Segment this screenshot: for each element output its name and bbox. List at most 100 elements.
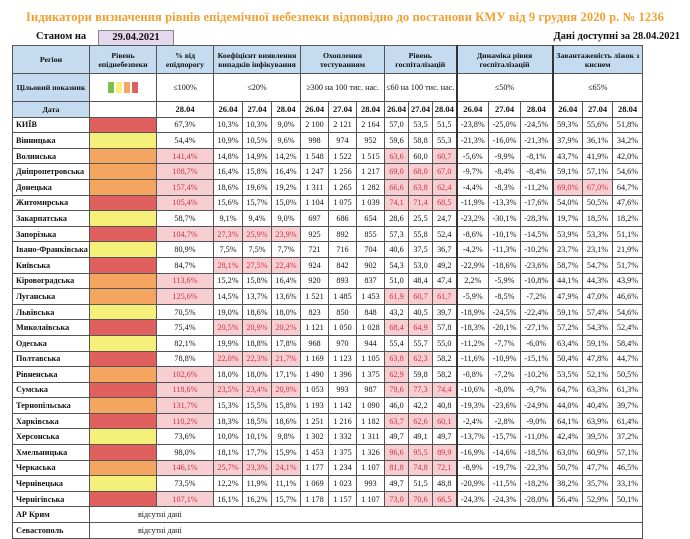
hosp-dynamics-cell: -25,0% bbox=[488, 116, 521, 134]
hosp-level-cell: 89,9 bbox=[432, 444, 457, 461]
hosp-level-cell: 74,8 bbox=[408, 459, 433, 477]
testing-cell: 1 121 bbox=[300, 319, 329, 336]
hosp-dynamics-cell: -13,3% bbox=[488, 194, 521, 212]
region-name: Харківська bbox=[12, 412, 90, 430]
table-row: Сумська 118,6% 23,5% 23,4% 20,9% 1 053 993 987 7… bbox=[12, 381, 643, 399]
hosp-level-cell: 53,5 bbox=[408, 116, 433, 134]
testing-cell: 842 bbox=[328, 256, 357, 274]
hosp-level-cell: 42,2 bbox=[408, 397, 433, 414]
detection-cell: 10,9% bbox=[213, 132, 243, 149]
testing-cell: 2 121 bbox=[328, 116, 357, 134]
oxygen-beds-cell: 35,7% bbox=[582, 475, 613, 492]
hosp-dynamics-cell: -28,3% bbox=[520, 210, 553, 227]
oxygen-beds-cell: 44,7% bbox=[612, 350, 643, 368]
detection-cell: 17,1% bbox=[271, 366, 301, 383]
testing-cell: 987 bbox=[356, 381, 385, 399]
detection-cell: 19,2% bbox=[271, 178, 301, 196]
testing-cell: 1 256 bbox=[328, 163, 357, 180]
hosp-dynamics-cell: -8,3% bbox=[488, 178, 521, 196]
pct-threshold-cell: 118,6% bbox=[156, 381, 214, 399]
danger-level-cell bbox=[89, 350, 157, 368]
detection-cell: 15,9% bbox=[271, 444, 301, 461]
testing-cell: 1 311 bbox=[356, 428, 385, 446]
detection-cell: 23,4% bbox=[242, 381, 272, 399]
target-label: Цільовий показник bbox=[12, 73, 90, 102]
detection-cell: 25,9% bbox=[242, 225, 272, 243]
danger-level-cell bbox=[89, 490, 157, 508]
testing-cell: 654 bbox=[356, 210, 385, 227]
oxygen-beds-cell: 58,7% bbox=[551, 256, 583, 274]
detection-cell: 20,5% bbox=[213, 319, 243, 336]
testing-cell: 1 515 bbox=[356, 147, 385, 165]
table-row: Львівська 70,5% 19,0% 18,6% 18,0% 823 850 848 43… bbox=[12, 303, 643, 321]
testing-cell: 850 bbox=[328, 303, 357, 321]
hosp-level-cell: 28,6 bbox=[384, 210, 409, 227]
detection-cell: 14,2% bbox=[271, 147, 301, 165]
detection-cell: 9,1% bbox=[213, 210, 243, 227]
hosp-dynamics-cell: -8,1% bbox=[520, 147, 553, 165]
hosp-level-cell: 59,8 bbox=[408, 366, 433, 383]
testing-cell: 1 396 bbox=[328, 366, 357, 383]
testing-cell: 1 251 bbox=[300, 412, 329, 430]
hosp-dynamics-cell: -16,0% bbox=[488, 132, 521, 149]
oxygen-beds-cell: 63,3% bbox=[582, 381, 613, 399]
detection-cell: 10,3% bbox=[242, 116, 272, 134]
header-level-label: Рівень епіднебезпеки bbox=[98, 50, 148, 69]
hosp-level-cell: 40,5 bbox=[408, 303, 433, 321]
detection-cell: 9,4% bbox=[242, 210, 272, 227]
header-hosp-level-label: Рівень госпіталізацій bbox=[395, 50, 446, 69]
region-name: Сумська bbox=[12, 381, 90, 399]
testing-cell: 1 050 bbox=[328, 319, 357, 336]
oxygen-beds-cell: 18,5% bbox=[582, 210, 613, 227]
testing-cell: 1 247 bbox=[300, 163, 329, 180]
testing-cell: 1 182 bbox=[356, 412, 385, 430]
hosp-level-cell: 67,0 bbox=[432, 163, 457, 180]
header-detection: Коефіцієнт виявлення випадків інфікуванн… bbox=[213, 45, 301, 74]
level-legend-swatch bbox=[124, 82, 130, 94]
hosp-level-cell: 48,4 bbox=[408, 272, 433, 290]
region-name: Чернівецька bbox=[12, 475, 90, 492]
hosp-level-cell: 49,1 bbox=[408, 428, 433, 446]
testing-cell: 1 332 bbox=[328, 428, 357, 446]
oxygen-beds-cell: 52,4% bbox=[612, 319, 643, 336]
oxygen-beds-cell: 47,9% bbox=[551, 288, 583, 305]
danger-level-cell bbox=[89, 412, 157, 430]
hosp-level-cell: 40,6 bbox=[384, 241, 409, 258]
testing-cell: 944 bbox=[356, 334, 385, 352]
detection-cell: 15,5% bbox=[242, 397, 272, 414]
hosp-level-cell: 51,5 bbox=[408, 475, 433, 492]
hosp-level-cell: 74,4 bbox=[432, 381, 457, 399]
detection-cell: 14,9% bbox=[242, 147, 272, 165]
date-oxy-2: 27.04 bbox=[582, 101, 613, 118]
hosp-dynamics-cell: -5,9% bbox=[455, 288, 489, 305]
pct-threshold-cell: 73,6% bbox=[156, 428, 214, 446]
table-body: КИЇВ 67,3% 10,3% 10,3% 9,0% 2 100 2 121 2 164 57… bbox=[12, 116, 643, 539]
hosp-level-cell: 79,6 bbox=[384, 381, 409, 399]
oxygen-beds-cell: 50,4% bbox=[551, 350, 583, 368]
hosp-level-cell: 36,7 bbox=[432, 241, 457, 258]
date-hosp-3: 28.04 bbox=[432, 101, 457, 118]
pct-threshold-cell: 113,6% bbox=[156, 272, 214, 290]
hosp-dynamics-cell: -8,4% bbox=[520, 163, 553, 180]
hosp-level-cell: 25,5 bbox=[408, 210, 433, 227]
oxygen-beds-cell: 44,1% bbox=[551, 272, 583, 290]
hosp-dynamics-cell: -10,1% bbox=[488, 225, 521, 243]
hosp-dynamics-cell: -8,9% bbox=[455, 459, 489, 477]
testing-cell: 1 521 bbox=[300, 288, 329, 305]
detection-cell: 9,8% bbox=[271, 428, 301, 446]
header-testing: Охоплення тестуванням bbox=[300, 45, 385, 74]
level-date-empty bbox=[89, 101, 157, 118]
hosp-level-cell: 77,3 bbox=[408, 381, 433, 399]
detection-cell: 15,7% bbox=[242, 194, 272, 212]
testing-cell: 1 107 bbox=[356, 459, 385, 477]
level-legend-swatch bbox=[108, 82, 114, 94]
testing-cell: 1 485 bbox=[328, 288, 357, 305]
hosp-dynamics-cell: -11,3% bbox=[488, 241, 521, 258]
pct-threshold-cell: 98,0% bbox=[156, 444, 214, 461]
date-hosp-2: 27.04 bbox=[408, 101, 433, 118]
region-name: Вінницька bbox=[12, 132, 90, 149]
detection-cell: 11,9% bbox=[242, 475, 272, 492]
testing-cell: 902 bbox=[356, 256, 385, 274]
detection-cell: 27,3% bbox=[213, 225, 243, 243]
testing-cell: 1 217 bbox=[356, 163, 385, 180]
